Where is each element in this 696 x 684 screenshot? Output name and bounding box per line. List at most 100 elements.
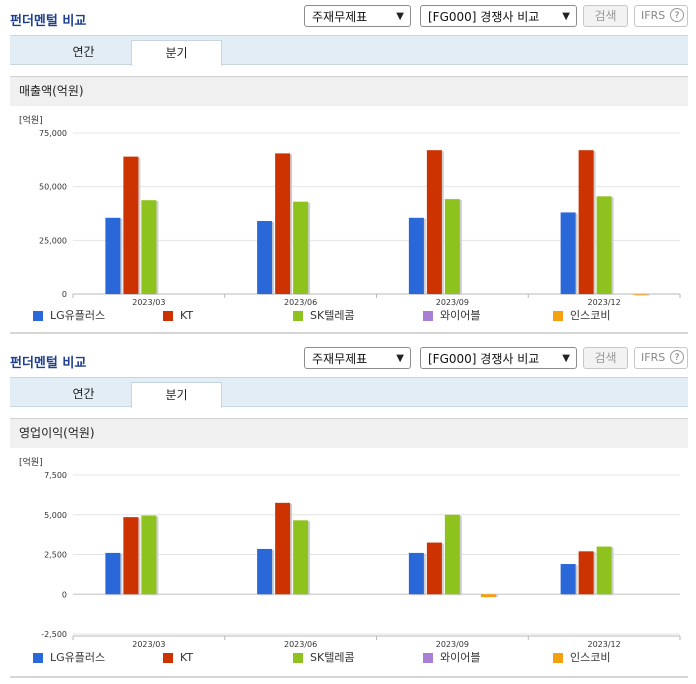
legend-swatch [423, 653, 433, 663]
ifrs-button[interactable]: IFRS ? [634, 347, 688, 369]
bar [105, 217, 121, 294]
operating-profit-panel: 펀더멘털 비교 주재무제표 ▼ [FG000] 경쟁사 비교 ▼ 검색 IFRS… [0, 342, 696, 684]
revenue-chart: 75,000 50,000 25,000 0 2023/03 2023/06 2023/09… [39, 129, 681, 307]
bar-shadow [634, 294, 650, 296]
chart-title: 영업이익(억원) [10, 418, 688, 448]
legend-label: LG유플러스 [50, 309, 106, 322]
legend-label: KT [180, 309, 194, 322]
panel-title: 펀더멘털 비교 [10, 356, 87, 371]
help-icon[interactable]: ? [670, 350, 684, 364]
bar [444, 514, 460, 595]
x-tick-label: 2023/09 [436, 298, 469, 307]
statement-select-value: 주재무제표 [312, 352, 368, 366]
legend: LG유플러스 KT SK텔레콤 와이어블 인스코비 [0, 650, 696, 666]
bar [444, 199, 460, 294]
x-tick-label: 2023/03 [132, 298, 165, 307]
chart-title: 매출액(억원) [10, 76, 688, 106]
legend-label: KT [180, 651, 194, 664]
legend-label: 인스코비 [570, 309, 611, 322]
bar [578, 150, 594, 294]
x-tick-label: 2023/06 [284, 298, 317, 307]
bar [123, 517, 139, 595]
legend-label: 인스코비 [570, 651, 611, 664]
peer-group-select[interactable]: [FG000] 경쟁사 비교 ▼ [420, 5, 577, 27]
peer-group-select-value: [FG000] 경쟁사 비교 [428, 352, 540, 366]
y-tick-label: 7,500 [44, 471, 67, 480]
period-tabs: 연간 분기 [10, 35, 688, 66]
legend: LG유플러스 KT SK텔레콤 와이어블 인스코비 [0, 308, 696, 324]
statement-select[interactable]: 주재무제표 ▼ [304, 5, 411, 27]
chevron-down-icon: ▼ [396, 353, 404, 364]
x-tick-label: 2023/06 [284, 640, 317, 649]
bar [480, 594, 496, 598]
legend-swatch [33, 653, 43, 663]
legend-label: SK텔레콤 [310, 309, 355, 322]
legend-label: 와이어블 [440, 651, 481, 664]
legend-swatch [33, 311, 43, 321]
legend-label: 와이어블 [440, 309, 481, 322]
bar [257, 221, 273, 294]
divider [10, 676, 688, 678]
legend-swatch [553, 311, 563, 321]
y-tick-label: 0 [62, 590, 67, 599]
bar [293, 201, 309, 294]
bar [123, 156, 139, 294]
revenue-panel: 펀더멘털 비교 주재무제표 ▼ [FG000] 경쟁사 비교 ▼ 검색 IFRS… [0, 0, 696, 340]
help-icon[interactable]: ? [670, 8, 684, 22]
bar [578, 551, 594, 595]
bar [275, 502, 291, 595]
tab-annual[interactable]: 연간 [72, 387, 95, 401]
y-tick-label: 2,500 [44, 551, 67, 560]
x-tick-label: 2023/03 [132, 640, 165, 649]
bar [596, 546, 612, 595]
bar [632, 293, 648, 295]
bar [596, 196, 612, 294]
y-tick-label: 0 [62, 290, 67, 299]
operating-profit-chart: 7,500 5,000 2,500 0 -2,500 2023/03 2023/06 2023… [41, 471, 681, 649]
legend-swatch [553, 653, 563, 663]
chevron-down-icon: ▼ [562, 353, 570, 364]
y-tick-label: 5,000 [44, 511, 67, 520]
legend-swatch [163, 653, 173, 663]
panel-title: 펀더멘털 비교 [10, 14, 87, 29]
peer-group-select-value: [FG000] 경쟁사 비교 [428, 10, 540, 24]
bar [426, 542, 442, 595]
tab-annual[interactable]: 연간 [72, 45, 95, 59]
period-tabs: 연간 분기 [10, 377, 688, 408]
x-tick-label: 2023/12 [588, 640, 621, 649]
y-tick-label: 50,000 [39, 183, 67, 192]
divider [10, 332, 688, 334]
bar [560, 564, 576, 595]
ifrs-label: IFRS [641, 9, 666, 22]
tab-quarterly[interactable]: 분기 [131, 382, 222, 408]
unit-label: [억원] [19, 116, 43, 126]
x-tick-label: 2023/12 [588, 298, 621, 307]
legend-label: LG유플러스 [50, 651, 106, 664]
tab-quarterly[interactable]: 분기 [131, 40, 222, 66]
bar [408, 552, 424, 595]
peer-group-select[interactable]: [FG000] 경쟁사 비교 ▼ [420, 347, 577, 369]
legend-swatch [163, 311, 173, 321]
bar [275, 153, 291, 294]
x-tick-label: 2023/09 [436, 640, 469, 649]
legend-swatch [293, 653, 303, 663]
chevron-down-icon: ▼ [562, 11, 570, 22]
bar [560, 212, 576, 294]
legend-swatch [293, 311, 303, 321]
y-tick-label: -2,500 [41, 630, 67, 639]
legend-swatch [423, 311, 433, 321]
bar [141, 200, 157, 294]
chevron-down-icon: ▼ [396, 11, 404, 22]
search-button[interactable]: 검색 [583, 5, 628, 27]
bar [426, 150, 442, 294]
search-button[interactable]: 검색 [583, 347, 628, 369]
bar [293, 520, 309, 595]
statement-select[interactable]: 주재무제표 ▼ [304, 347, 411, 369]
ifrs-button[interactable]: IFRS ? [634, 5, 688, 27]
y-tick-label: 75,000 [39, 129, 67, 138]
unit-label: [억원] [19, 458, 43, 468]
legend-label: SK텔레콤 [310, 651, 355, 664]
bar [257, 548, 273, 595]
ifrs-label: IFRS [641, 351, 666, 364]
statement-select-value: 주재무제표 [312, 10, 368, 24]
